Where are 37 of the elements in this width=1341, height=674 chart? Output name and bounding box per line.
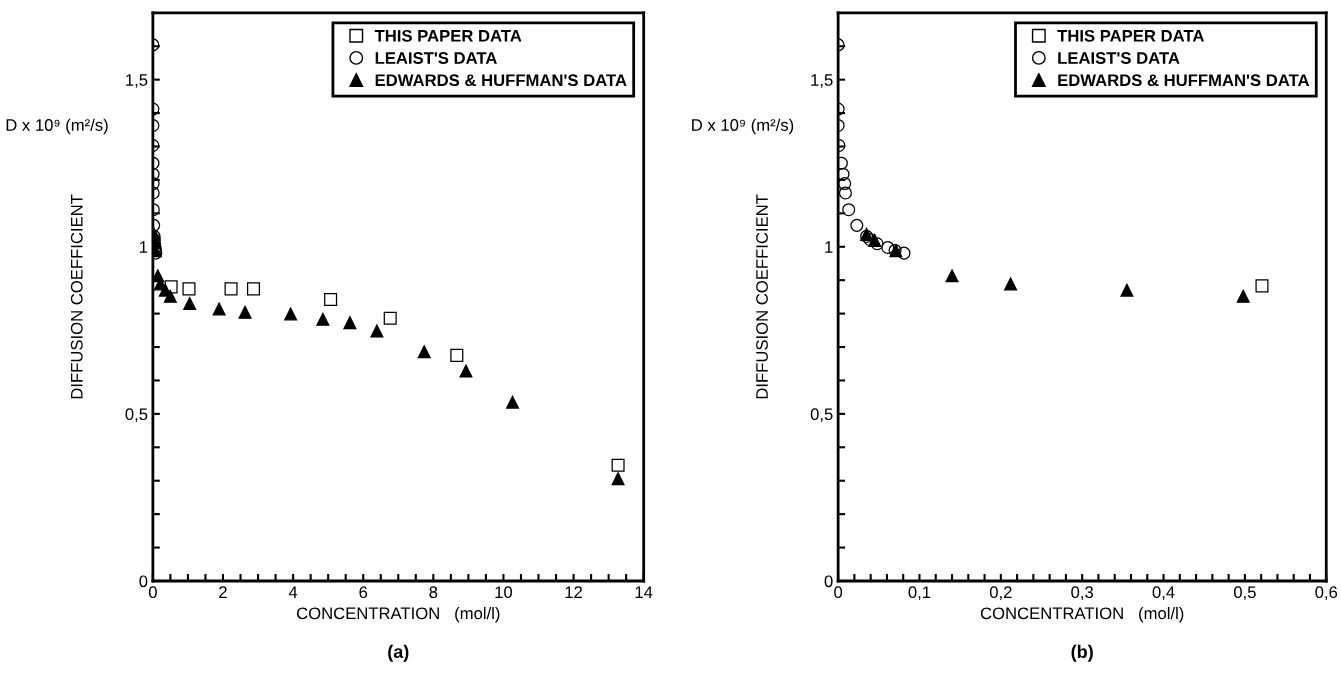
- x-tick-label: 0,5: [1233, 586, 1256, 601]
- y-tick-label: 0: [139, 575, 148, 588]
- x-tick-label: 12: [565, 586, 582, 598]
- y-axis-title: DIFFUSION COEFFICIENT: [756, 194, 768, 399]
- y-axis-title: DIFFUSION COEFFICIENT: [70, 194, 83, 399]
- legend-label: EDWARDS & HUFFMAN'S DATA: [375, 74, 627, 87]
- x-tick-label: 2: [219, 586, 227, 598]
- x-tick-label: 0: [148, 586, 157, 599]
- x-tick-label: 0,1: [908, 586, 931, 601]
- text: D x 10⁹ (m²/s): [692, 118, 794, 135]
- x-tick-label: 6: [359, 586, 368, 599]
- x-axis-title: CONCENTRATION (mol/l): [296, 606, 500, 623]
- y-tick-label: 1,5: [126, 74, 148, 88]
- y-tick-label: 1,5: [811, 74, 833, 88]
- text: D x 10⁹ (m²/s): [6, 118, 108, 135]
- x-axis-title: CONCENTRATION (mol/l): [980, 606, 1184, 623]
- x-tick-label: 0,3: [1071, 586, 1094, 601]
- y-tick-label: 1: [140, 241, 148, 253]
- legend-label: EDWARDS & HUFFMAN'S DATA: [1058, 74, 1310, 87]
- x-tick-label: 8: [429, 586, 438, 599]
- y-tick-label: 1: [825, 241, 833, 253]
- x-tick-label: 10: [495, 586, 513, 599]
- x-tick-label: 0,4: [1152, 586, 1175, 601]
- legend-label: LEAIST'S DATA: [1058, 52, 1180, 64]
- text: (a): [388, 644, 409, 662]
- x-tick-label: 14: [635, 586, 653, 598]
- x-tick-label: 4: [288, 586, 298, 598]
- x-tick-label: 0,6: [1315, 586, 1338, 601]
- legend-label: LEAIST'S DATA: [375, 52, 497, 64]
- y-tick-label: 0,5: [125, 408, 148, 423]
- y-tick-label: 0,5: [810, 408, 833, 423]
- x-tick-label: 0: [834, 586, 843, 599]
- y-tick-label: 0: [824, 575, 833, 588]
- legend-label: THIS PAPER DATA: [1057, 29, 1204, 42]
- x-tick-label: 0,2: [989, 586, 1012, 601]
- text: (b): [1071, 644, 1093, 662]
- legend-label: THIS PAPER DATA: [374, 29, 522, 42]
